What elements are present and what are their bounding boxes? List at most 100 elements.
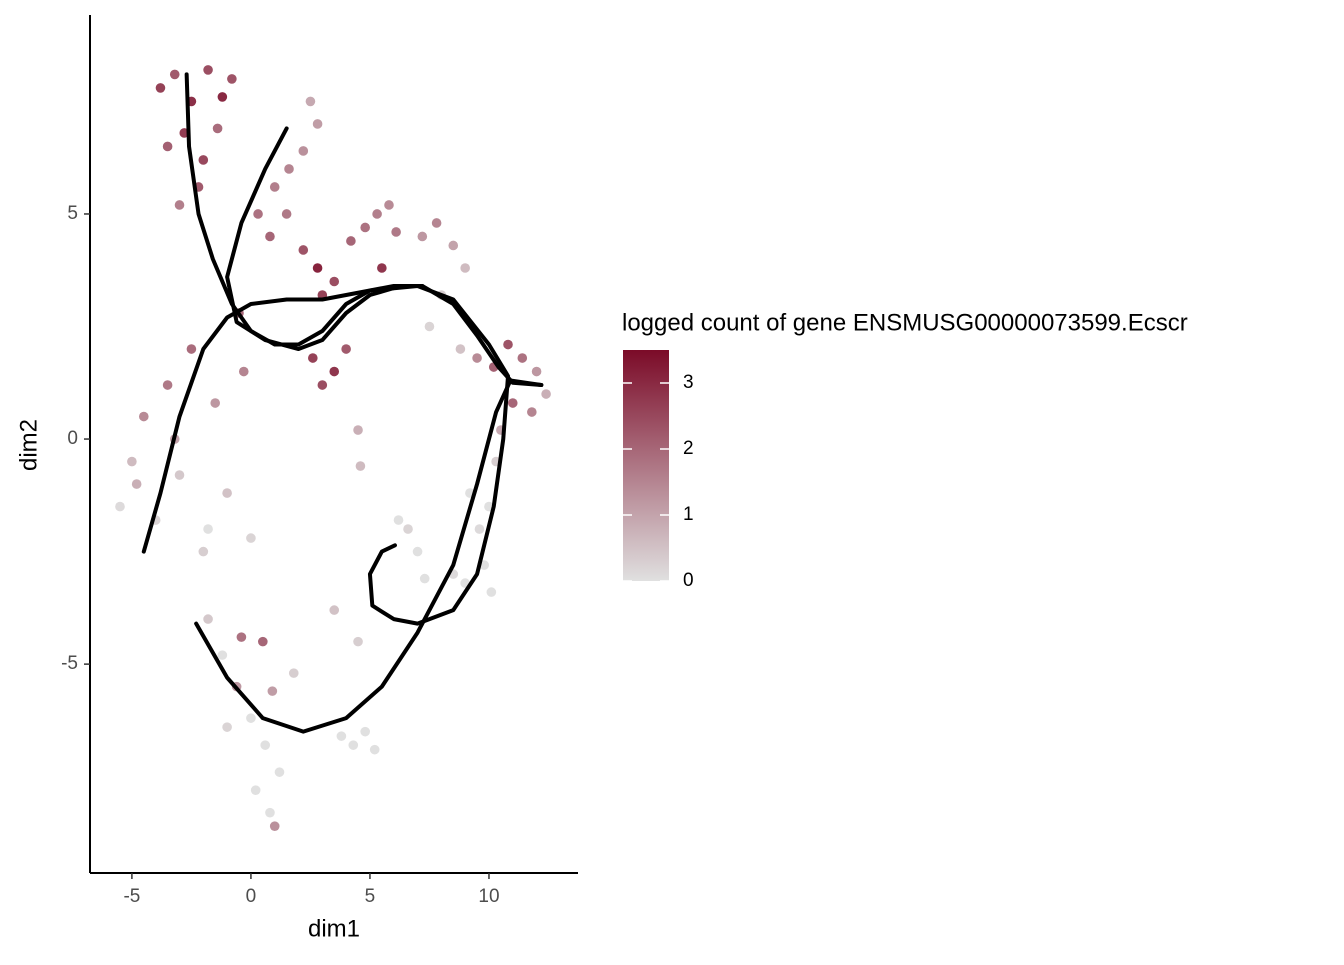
x-tick-label: 10 bbox=[478, 886, 499, 907]
point bbox=[203, 614, 213, 624]
point bbox=[265, 807, 275, 818]
point bbox=[329, 276, 340, 287]
point bbox=[217, 92, 228, 102]
point bbox=[369, 744, 380, 755]
point bbox=[507, 398, 518, 408]
colorbar-tick-label: 2 bbox=[683, 438, 694, 459]
point bbox=[236, 632, 247, 642]
point bbox=[115, 501, 125, 512]
colorbar-tick-label: 0 bbox=[683, 570, 694, 591]
point bbox=[474, 524, 485, 534]
point bbox=[353, 636, 363, 647]
colorbar-tick-label: 3 bbox=[683, 372, 694, 393]
point bbox=[284, 164, 294, 174]
trajectory-curve bbox=[184, 72, 544, 388]
point bbox=[162, 380, 173, 390]
point bbox=[212, 123, 223, 134]
y-tick-label: 0 bbox=[67, 428, 78, 449]
point bbox=[210, 398, 221, 408]
point bbox=[341, 344, 351, 354]
trajectory-curve bbox=[141, 283, 511, 626]
point bbox=[460, 263, 470, 273]
point bbox=[250, 785, 261, 795]
y-tick-label: -5 bbox=[61, 653, 78, 674]
y-axis-label: dim2 bbox=[15, 419, 42, 471]
point bbox=[336, 731, 347, 741]
point bbox=[372, 209, 382, 219]
point bbox=[384, 200, 394, 210]
point bbox=[258, 636, 268, 647]
point bbox=[269, 821, 280, 831]
point bbox=[253, 209, 263, 219]
point bbox=[424, 321, 435, 332]
legend-title: logged count of gene ENSMUSG00000073599.… bbox=[622, 309, 1188, 336]
point bbox=[174, 470, 185, 480]
colorbar bbox=[623, 350, 669, 581]
point bbox=[288, 668, 299, 678]
point bbox=[298, 146, 309, 156]
point bbox=[472, 353, 482, 363]
point bbox=[308, 353, 318, 363]
point bbox=[393, 515, 404, 525]
point bbox=[162, 141, 173, 152]
point bbox=[329, 605, 340, 615]
point bbox=[222, 488, 232, 498]
point bbox=[517, 353, 528, 363]
point bbox=[412, 546, 423, 557]
point bbox=[531, 366, 542, 377]
trajectory-curve bbox=[194, 378, 544, 734]
point bbox=[541, 389, 551, 399]
point bbox=[448, 240, 459, 251]
x-tick-label: 0 bbox=[246, 886, 257, 907]
point bbox=[222, 722, 232, 732]
point bbox=[281, 209, 292, 219]
point bbox=[329, 366, 340, 377]
point bbox=[377, 263, 387, 273]
point bbox=[503, 339, 513, 350]
point bbox=[186, 344, 197, 354]
point bbox=[305, 96, 316, 107]
point bbox=[265, 231, 275, 242]
trajectory-curve bbox=[225, 126, 425, 352]
point bbox=[419, 573, 430, 584]
point bbox=[131, 479, 142, 489]
point bbox=[348, 740, 359, 750]
point bbox=[246, 533, 256, 543]
point bbox=[355, 461, 366, 471]
point bbox=[353, 425, 363, 435]
point bbox=[138, 411, 149, 422]
point bbox=[312, 263, 323, 273]
point bbox=[298, 245, 309, 255]
point bbox=[127, 456, 137, 467]
point bbox=[274, 767, 285, 777]
point bbox=[391, 227, 401, 237]
point bbox=[360, 222, 370, 233]
point bbox=[260, 740, 271, 750]
point bbox=[169, 69, 180, 80]
colorbar-tick-label: 1 bbox=[683, 504, 694, 525]
point bbox=[312, 119, 323, 129]
point bbox=[417, 231, 428, 242]
y-tick-label: 5 bbox=[67, 203, 78, 224]
x-tick-label: -5 bbox=[123, 886, 140, 907]
point bbox=[155, 83, 166, 93]
x-axis-label: dim1 bbox=[308, 915, 360, 942]
point bbox=[360, 726, 370, 737]
point bbox=[203, 524, 213, 534]
x-tick-label: 5 bbox=[365, 886, 376, 907]
point bbox=[217, 650, 228, 660]
point bbox=[174, 200, 185, 210]
point bbox=[527, 407, 537, 417]
point bbox=[198, 155, 209, 165]
point bbox=[403, 524, 413, 534]
point bbox=[198, 546, 209, 557]
point bbox=[431, 218, 442, 228]
point bbox=[246, 713, 256, 723]
point bbox=[486, 587, 497, 597]
point bbox=[346, 236, 356, 246]
point bbox=[269, 182, 280, 192]
point bbox=[455, 344, 466, 354]
point bbox=[317, 380, 328, 390]
point bbox=[203, 65, 213, 75]
